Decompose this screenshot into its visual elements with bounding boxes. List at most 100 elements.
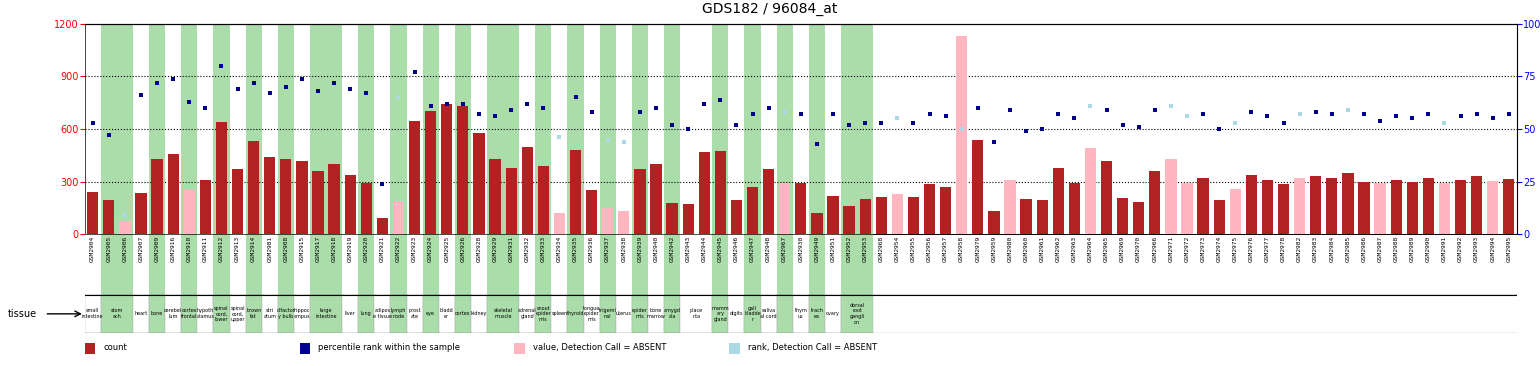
Text: GSM2975: GSM2975 <box>1234 235 1238 262</box>
Bar <box>1423 178 1434 234</box>
Bar <box>567 295 584 333</box>
Text: liver: liver <box>345 311 356 316</box>
Bar <box>487 24 519 234</box>
Bar <box>744 24 761 234</box>
Bar <box>294 234 310 295</box>
Bar <box>299 343 310 354</box>
Bar <box>100 24 132 234</box>
Text: GSM2972: GSM2972 <box>1184 235 1189 262</box>
Bar <box>294 295 310 333</box>
Text: GSM2982: GSM2982 <box>1297 235 1303 262</box>
Bar <box>132 234 149 295</box>
Bar <box>907 197 919 234</box>
Bar <box>471 295 487 333</box>
Bar <box>359 24 374 234</box>
Bar <box>425 112 436 234</box>
Bar <box>972 139 984 234</box>
Bar <box>616 295 631 333</box>
Text: value, Detection Call = ABSENT: value, Detection Call = ABSENT <box>533 343 667 352</box>
Text: GSM2923: GSM2923 <box>413 235 417 262</box>
Text: GSM2912: GSM2912 <box>219 235 223 262</box>
Bar <box>924 184 935 234</box>
Text: GSM2952: GSM2952 <box>847 235 852 262</box>
Text: lymph
node: lymph node <box>391 309 407 319</box>
Text: GSM2959: GSM2959 <box>992 235 996 262</box>
Text: spinal
cord,
upper: spinal cord, upper <box>231 306 245 322</box>
Bar <box>407 234 422 295</box>
Bar <box>296 161 308 234</box>
Text: GSM2921: GSM2921 <box>380 235 385 262</box>
Bar <box>359 234 374 295</box>
Bar <box>165 234 182 295</box>
Text: GSM2945: GSM2945 <box>718 235 722 262</box>
Bar <box>1133 202 1144 234</box>
Text: GSM2970: GSM2970 <box>1137 235 1141 262</box>
Text: GSM2907: GSM2907 <box>139 235 143 262</box>
Text: mamm
ary
gland: mamm ary gland <box>711 306 728 322</box>
Bar <box>393 201 403 234</box>
Bar <box>245 295 262 333</box>
Bar <box>551 234 567 295</box>
Text: epider
mis: epider mis <box>631 309 648 319</box>
Bar <box>779 183 790 234</box>
Text: cortex: cortex <box>456 311 471 316</box>
Bar <box>681 234 713 295</box>
Text: GDS182 / 96084_at: GDS182 / 96084_at <box>702 2 838 16</box>
Bar <box>262 24 277 234</box>
Text: prost
ate: prost ate <box>408 309 420 319</box>
Bar <box>88 192 99 234</box>
Bar <box>359 295 374 333</box>
Bar <box>1358 182 1369 234</box>
Bar <box>841 234 873 295</box>
Bar <box>85 295 100 333</box>
Text: count: count <box>103 343 128 352</box>
Text: GSM2963: GSM2963 <box>1072 235 1076 262</box>
Text: GSM2958: GSM2958 <box>959 235 964 262</box>
Bar <box>744 295 761 333</box>
Bar <box>439 24 454 234</box>
Text: GSM2965: GSM2965 <box>1104 235 1109 262</box>
Bar <box>761 234 776 295</box>
Text: GSM2939: GSM2939 <box>638 235 642 262</box>
Text: GSM2995: GSM2995 <box>1506 235 1511 262</box>
Bar <box>602 208 613 234</box>
Text: trach
ea: trach ea <box>810 309 824 319</box>
Bar <box>808 295 825 333</box>
Bar <box>487 234 519 295</box>
Text: GSM2977: GSM2977 <box>1264 235 1270 262</box>
Bar <box>713 295 728 333</box>
Text: GSM2904: GSM2904 <box>91 235 95 262</box>
Text: thyroid: thyroid <box>567 311 584 316</box>
Bar <box>892 194 902 234</box>
Bar <box>342 24 359 234</box>
Bar <box>245 234 262 295</box>
Bar <box>618 212 630 234</box>
Bar <box>514 343 525 354</box>
Bar <box>808 234 825 295</box>
Bar <box>490 159 501 234</box>
Bar <box>664 234 681 295</box>
Bar <box>391 24 407 234</box>
Text: bladd
er: bladd er <box>440 309 454 319</box>
Text: GSM2947: GSM2947 <box>750 235 755 262</box>
Bar <box>599 24 616 234</box>
Bar <box>1343 173 1354 234</box>
Bar <box>100 234 132 295</box>
Text: GSM2934: GSM2934 <box>557 235 562 262</box>
Bar <box>1278 184 1289 234</box>
Text: GSM2918: GSM2918 <box>331 235 337 262</box>
Bar <box>422 295 439 333</box>
Bar <box>310 234 342 295</box>
Bar <box>808 24 825 234</box>
Bar <box>825 234 841 295</box>
Bar <box>825 24 841 234</box>
Bar <box>197 24 214 234</box>
Bar <box>374 234 391 295</box>
Bar <box>471 24 487 234</box>
Text: GSM2924: GSM2924 <box>428 235 433 262</box>
Text: saliva
al cord: saliva al cord <box>761 309 776 319</box>
Text: GSM2971: GSM2971 <box>1169 235 1173 262</box>
Bar <box>454 234 471 295</box>
Text: GSM2911: GSM2911 <box>203 235 208 262</box>
Bar <box>1053 168 1064 234</box>
